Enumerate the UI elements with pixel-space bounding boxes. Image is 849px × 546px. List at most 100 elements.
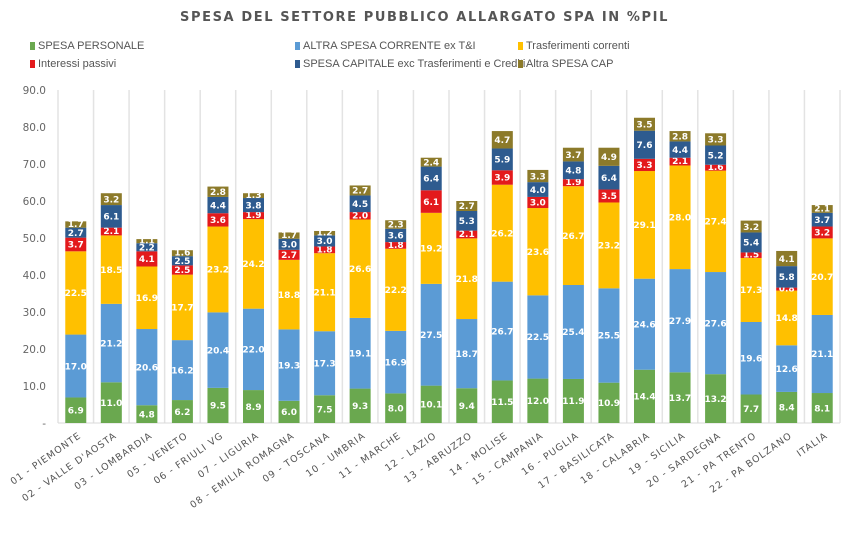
data-label: 2.7 xyxy=(68,229,84,239)
data-label: 9.5 xyxy=(210,402,226,412)
data-label: 3.0 xyxy=(530,199,546,209)
y-tick-label: 70.0 xyxy=(23,159,46,171)
bar-segment xyxy=(136,243,158,252)
data-label: 18.7 xyxy=(456,350,478,360)
data-label: 17.7 xyxy=(171,304,193,314)
legend-label: Trasferimenti correnti xyxy=(526,40,630,52)
data-label: 3.9 xyxy=(494,174,510,184)
data-label: 3.2 xyxy=(743,223,759,233)
legend-swatch xyxy=(30,42,35,50)
data-label: 10.9 xyxy=(598,399,620,409)
y-tick-label: 10.0 xyxy=(23,381,46,393)
x-tick-label: 11 - MARCHE xyxy=(337,430,403,481)
bar-segment xyxy=(776,266,798,288)
bar-segment xyxy=(65,251,87,335)
data-label: 26.2 xyxy=(491,229,513,239)
bar-segment xyxy=(171,340,193,401)
bar-segment xyxy=(456,210,478,231)
data-label: 2.7 xyxy=(352,187,368,197)
bar-segment xyxy=(598,147,620,166)
legend-item-altra-spesa-cap: Altra SPESA CAP xyxy=(518,58,613,70)
data-label: 23.6 xyxy=(527,248,549,258)
bar-segment xyxy=(562,147,584,162)
bar-segment xyxy=(776,345,798,392)
data-label: 19.6 xyxy=(740,354,762,364)
data-label: 4.8 xyxy=(139,410,155,420)
data-label: 22.5 xyxy=(65,289,87,299)
bar-segment xyxy=(243,390,264,423)
data-label: 4.7 xyxy=(494,136,510,146)
bar-segment xyxy=(776,290,798,346)
bar-segment xyxy=(278,249,300,260)
bar-segment xyxy=(420,166,442,191)
bar-segment xyxy=(349,195,371,213)
data-label: 24.6 xyxy=(633,320,655,330)
data-label: 6.4 xyxy=(423,175,439,185)
bar-segment xyxy=(243,198,264,213)
legend-label: Interessi passivi xyxy=(38,58,117,70)
data-label: 1.2 xyxy=(317,229,333,239)
data-label: 14.4 xyxy=(633,393,655,403)
bar-segment xyxy=(243,308,264,391)
bar-segment xyxy=(385,248,407,331)
data-label: 2.1 xyxy=(459,230,475,240)
bar-segment xyxy=(456,388,478,423)
data-label: 19.2 xyxy=(420,245,442,255)
legend-label: SPESA CAPITALE exc Trasferimenti e Credi… xyxy=(303,58,526,70)
data-label: 6.9 xyxy=(68,406,84,416)
legend-item-interessi-passivi: Interessi passivi xyxy=(30,58,116,70)
data-label: 4.4 xyxy=(672,146,688,156)
bar-segment xyxy=(740,394,762,423)
data-label: 17.0 xyxy=(65,362,87,372)
data-label: 3.7 xyxy=(814,216,830,226)
data-label: 1.7 xyxy=(68,220,84,230)
data-label: 2.1 xyxy=(814,204,830,214)
bar-segment xyxy=(705,133,727,146)
bar-segment xyxy=(491,170,513,185)
bar-segment xyxy=(207,226,229,313)
data-label: 27.4 xyxy=(704,218,726,228)
data-label: 1.3 xyxy=(246,191,262,201)
bar-segment xyxy=(562,284,584,379)
data-label: 6.1 xyxy=(423,198,439,208)
bar-segment xyxy=(811,238,833,315)
bar-segment xyxy=(171,256,193,266)
legend-item-spesa-capitale: SPESA CAPITALE exc Trasferimenti e Credi… xyxy=(295,58,525,70)
data-label: 26.7 xyxy=(562,232,584,242)
data-label: 21.1 xyxy=(313,288,335,298)
bar-segment xyxy=(100,227,122,236)
y-tick-label: 60.0 xyxy=(23,196,46,208)
data-label: 21.8 xyxy=(456,275,478,285)
bar-segment xyxy=(456,201,478,211)
y-tick-label: 30.0 xyxy=(23,307,46,319)
bar-segment xyxy=(171,400,193,423)
data-label: 3.5 xyxy=(637,120,653,130)
data-label: 1.6 xyxy=(174,249,190,259)
bar-segment xyxy=(634,369,655,423)
bar-segment xyxy=(776,287,798,291)
data-label: 2.0 xyxy=(352,211,368,221)
data-label: 3.7 xyxy=(565,151,581,161)
bar-segment xyxy=(705,272,727,375)
y-tick-label: 90.0 xyxy=(23,85,46,97)
data-label: 13.2 xyxy=(704,395,726,405)
data-label: 0.8 xyxy=(779,285,795,295)
data-label: 5.2 xyxy=(708,151,724,161)
data-label: 4.1 xyxy=(139,255,155,265)
bar-segment xyxy=(420,283,442,386)
bar-segment xyxy=(491,281,513,381)
bar-segment xyxy=(669,372,691,423)
bar-segment xyxy=(669,269,691,373)
bar-segment xyxy=(562,161,584,180)
bar-segment xyxy=(385,228,407,243)
data-label: 1.7 xyxy=(281,231,297,241)
bar-segment xyxy=(598,288,620,383)
legend-label: SPESA PERSONALE xyxy=(38,40,145,52)
data-label: 3.0 xyxy=(317,237,333,247)
data-label: 27.5 xyxy=(420,331,442,341)
bar-segment xyxy=(314,395,336,423)
data-label: 3.0 xyxy=(281,241,297,251)
data-label: 27.9 xyxy=(669,317,691,327)
bar-segment xyxy=(349,212,371,220)
bar-segment xyxy=(314,230,336,236)
